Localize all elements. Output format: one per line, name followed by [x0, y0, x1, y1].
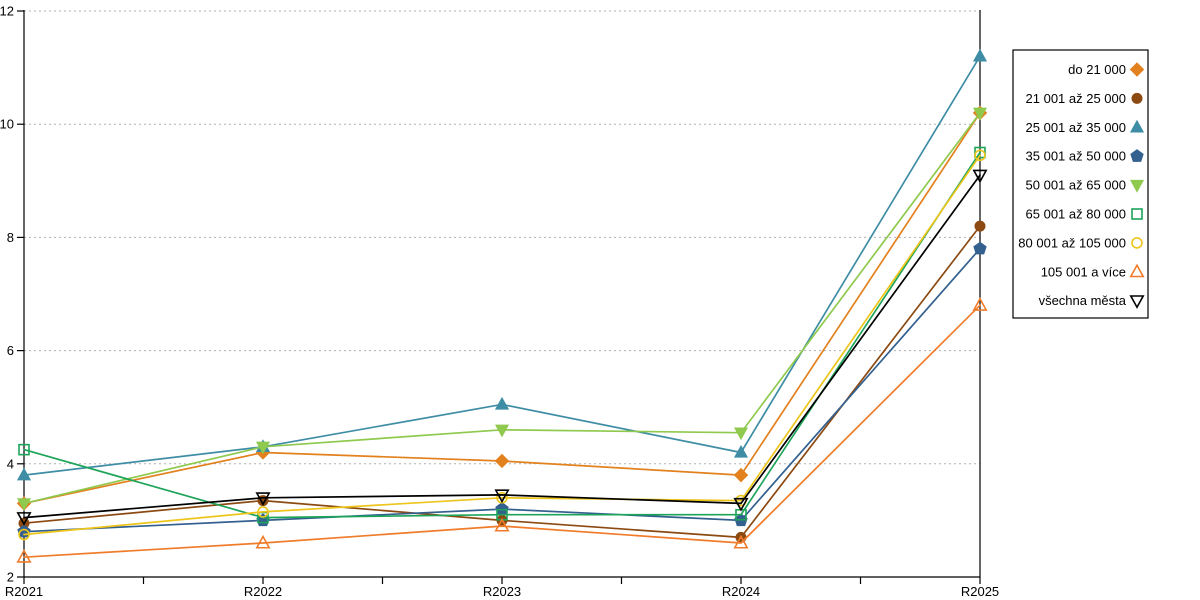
legend-label-21-001-a-25-000: 21 001 až 25 000 — [1026, 91, 1126, 106]
marker-do-21-000-R2024 — [733, 467, 749, 483]
legend-label-v-echna-m-sta: všechna města — [1039, 293, 1127, 308]
marker-do-21-000-R2023 — [494, 453, 510, 469]
series-105-001-a-v-ce — [16, 297, 988, 563]
legend-item-50-001-a-65-000: 50 001 až 65 000 — [1026, 178, 1145, 193]
legend-label-50-001-a-65-000: 50 001 až 65 000 — [1026, 178, 1126, 193]
marker-35-001-a-50-000-R2025 — [973, 241, 987, 255]
series-v-echna-m-sta — [16, 169, 988, 526]
legend-marker-50-001-a-65-000 — [1129, 179, 1145, 193]
legend-label-35-001-a-50-000: 35 001 až 50 000 — [1026, 149, 1126, 164]
legend-marker-v-echna-m-sta — [1129, 295, 1145, 309]
series-line-do-21-000 — [23, 112, 981, 505]
marker-105-001-a-v-ce-R2022 — [255, 534, 271, 549]
x-axis-label-R2022: R2022 — [244, 584, 282, 599]
y-axis-label-4: 4 — [7, 456, 14, 471]
series-line-105-001-a-v-ce — [23, 304, 981, 559]
marker-25-001-a-35-000-R2023 — [494, 396, 510, 410]
legend-marker-do-21-000 — [1129, 62, 1145, 77]
legend-item-105-001-a-v-ce: 105 001 a více — [1041, 263, 1145, 279]
marker-50-001-a-65-000-R2021 — [16, 498, 32, 511]
legend-label-25-001-a-35-000: 25 001 až 35 000 — [1026, 120, 1126, 135]
y-axis-label-10: 10 — [0, 117, 14, 132]
y-axis-label-12: 12 — [0, 4, 14, 19]
y-axis-label-2: 2 — [7, 570, 14, 585]
y-axis-label-6: 6 — [7, 343, 14, 358]
marker-v-echna-m-sta-R2022 — [255, 492, 271, 506]
marker-25-001-a-35-000-R2021 — [16, 467, 32, 481]
marker-25-001-a-35-000-R2025 — [972, 48, 988, 62]
x-axis-label-R2021: R2021 — [5, 584, 43, 599]
marker-21-001-a-25-000-R2025 — [974, 220, 986, 232]
legend-item-25-001-a-35-000: 25 001 až 35 000 — [1026, 119, 1145, 135]
marker-v-echna-m-sta-R2021 — [16, 512, 32, 526]
legend-marker-25-001-a-35-000 — [1129, 119, 1145, 133]
legend-label-80-001-a-105-000: 80 001 až 105 000 — [1018, 235, 1126, 250]
series-line-80-001-a-105-000 — [23, 154, 981, 536]
marker-65-001-a-80-000-R2021 — [18, 443, 30, 456]
legend-marker-35-001-a-50-000 — [1130, 149, 1144, 162]
series-line-v-echna-m-sta — [23, 174, 981, 519]
legend-item-do-21-000: do 21 000 — [1068, 62, 1145, 77]
marker-25-001-a-35-000-R2024 — [733, 444, 749, 458]
y-axis-label-8: 8 — [7, 230, 14, 245]
marker-80-001-a-105-000-R2021 — [18, 528, 30, 541]
marker-105-001-a-v-ce-R2025 — [972, 297, 988, 311]
legend-marker-80-001-a-105-000 — [1131, 237, 1143, 249]
legend-item-v-echna-m-sta: všechna města — [1039, 293, 1145, 309]
marker-50-001-a-65-000-R2022 — [255, 441, 271, 455]
marker-v-echna-m-sta-R2024 — [733, 497, 749, 512]
marker-v-echna-m-sta-R2025 — [972, 169, 988, 184]
legend-item-35-001-a-50-000: 35 001 až 50 000 — [1026, 149, 1144, 164]
marker-105-001-a-v-ce-R2024 — [733, 534, 749, 549]
legend-label-do-21-000: do 21 000 — [1068, 62, 1126, 77]
series-line-50-001-a-65-000 — [23, 112, 981, 505]
marker-50-001-a-65-000-R2025 — [972, 107, 988, 121]
series-line-35-001-a-50-000 — [23, 247, 981, 533]
legend-marker-65-001-a-80-000 — [1131, 208, 1143, 220]
legend: do 21 000 21 001 až 25 000 25 001 až 35 00… — [1012, 49, 1149, 319]
legend-marker-105-001-a-v-ce — [1129, 263, 1145, 278]
marker-80-001-a-105-000-R2025 — [974, 149, 986, 162]
series-do-21-000 — [16, 105, 988, 511]
x-axis-label-R2025: R2025 — [961, 584, 999, 599]
series-25-001-a-35-000 — [16, 48, 988, 481]
marker-50-001-a-65-000-R2024 — [733, 427, 749, 441]
legend-label-65-001-a-80-000: 65 001 až 80 000 — [1026, 207, 1126, 222]
x-axis-label-R2024: R2024 — [722, 584, 760, 599]
legend-item-65-001-a-80-000: 65 001 až 80 000 — [1026, 207, 1143, 222]
legend-box — [1012, 49, 1149, 319]
legend-item-21-001-a-25-000: 21 001 až 25 000 — [1026, 91, 1143, 106]
marker-50-001-a-65-000-R2023 — [494, 424, 510, 438]
x-axis-label-R2023: R2023 — [483, 584, 521, 599]
legend-label-105-001-a-v-ce: 105 001 a více — [1041, 264, 1126, 279]
legend-marker-21-001-a-25-000 — [1131, 92, 1143, 104]
marker-80-001-a-105-000-R2022 — [257, 506, 269, 518]
marker-105-001-a-v-ce-R2021 — [16, 549, 32, 563]
marker-105-001-a-v-ce-R2023 — [494, 517, 510, 532]
series-80-001-a-105-000 — [18, 149, 986, 541]
marker-v-echna-m-sta-R2023 — [494, 489, 510, 504]
series-50-001-a-65-000 — [16, 107, 988, 511]
legend-item-80-001-a-105-000: 80 001 až 105 000 — [1018, 235, 1143, 250]
